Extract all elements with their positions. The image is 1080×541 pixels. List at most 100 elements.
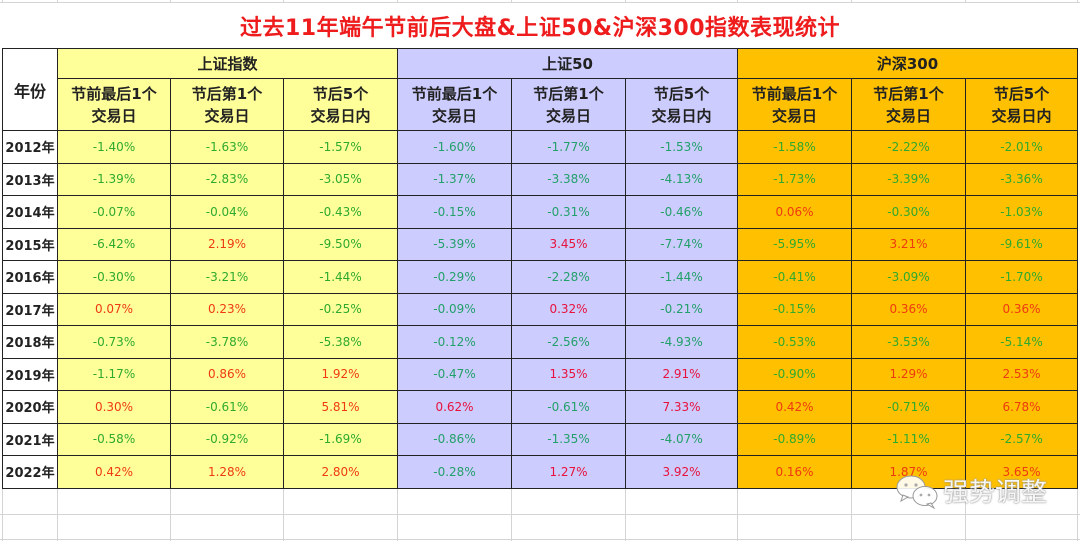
value-cell-csi300-post-holiday-5-days[interactable]: -3.36%: [965, 162, 1078, 196]
value-cell-sse50-post-holiday-5-days[interactable]: -4.93%: [625, 325, 738, 359]
value-cell-csi300-post-holiday-5-days[interactable]: -9.61%: [965, 227, 1078, 261]
value-cell-csi300-post-holiday-first-day[interactable]: -1.11%: [851, 422, 966, 456]
value-cell-sse50-post-holiday-5-days[interactable]: 3.92%: [625, 455, 738, 489]
value-cell-sse50-post-holiday-first-day[interactable]: 3.45%: [511, 227, 626, 261]
value-cell-shanghai-composite-post-holiday-first-day[interactable]: -3.21%: [170, 260, 284, 294]
value-cell-sse50-post-holiday-5-days[interactable]: -1.44%: [625, 260, 738, 294]
value-cell-shanghai-composite-post-holiday-first-day[interactable]: -0.04%: [170, 195, 284, 229]
year-cell[interactable]: 2013年: [2, 162, 58, 196]
value-cell-sse50-pre-holiday-last-day[interactable]: 0.62%: [397, 390, 512, 424]
value-cell-sse50-post-holiday-first-day[interactable]: -0.31%: [511, 195, 626, 229]
value-cell-csi300-post-holiday-first-day[interactable]: -3.53%: [851, 325, 966, 359]
value-cell-shanghai-composite-post-holiday-5-days[interactable]: -1.57%: [283, 130, 398, 164]
value-cell-csi300-pre-holiday-last-day[interactable]: -0.15%: [737, 292, 852, 326]
value-cell-csi300-pre-holiday-last-day[interactable]: 0.06%: [737, 195, 852, 229]
value-cell-shanghai-composite-pre-holiday-last-day[interactable]: -1.17%: [57, 357, 171, 391]
value-cell-csi300-post-holiday-first-day[interactable]: 3.21%: [851, 227, 966, 261]
value-cell-shanghai-composite-pre-holiday-last-day[interactable]: -0.58%: [57, 422, 171, 456]
value-cell-csi300-post-holiday-first-day[interactable]: -2.22%: [851, 130, 966, 164]
value-cell-shanghai-composite-post-holiday-first-day[interactable]: -0.92%: [170, 422, 284, 456]
group-header-sse50[interactable]: 上证50: [397, 48, 738, 79]
value-cell-csi300-post-holiday-5-days[interactable]: -1.70%: [965, 260, 1078, 294]
value-cell-shanghai-composite-pre-holiday-last-day[interactable]: 0.07%: [57, 292, 171, 326]
value-cell-csi300-post-holiday-5-days[interactable]: -2.01%: [965, 130, 1078, 164]
value-cell-shanghai-composite-post-holiday-5-days[interactable]: 2.80%: [283, 455, 398, 489]
year-cell[interactable]: 2016年: [2, 260, 58, 294]
value-cell-csi300-pre-holiday-last-day[interactable]: -1.73%: [737, 162, 852, 196]
value-cell-shanghai-composite-post-holiday-first-day[interactable]: 2.19%: [170, 227, 284, 261]
value-cell-shanghai-composite-pre-holiday-last-day[interactable]: -0.30%: [57, 260, 171, 294]
value-cell-csi300-post-holiday-5-days[interactable]: 6.78%: [965, 390, 1078, 424]
group-header-shanghai-composite[interactable]: 上证指数: [57, 48, 398, 79]
column-header-csi300-pre-holiday-last-day[interactable]: 节前最后1个 交易日: [737, 78, 852, 131]
value-cell-shanghai-composite-pre-holiday-last-day[interactable]: 0.42%: [57, 455, 171, 489]
value-cell-sse50-pre-holiday-last-day[interactable]: -0.12%: [397, 325, 512, 359]
value-cell-sse50-post-holiday-first-day[interactable]: -0.61%: [511, 390, 626, 424]
value-cell-shanghai-composite-post-holiday-5-days[interactable]: -1.44%: [283, 260, 398, 294]
value-cell-shanghai-composite-post-holiday-5-days[interactable]: -5.38%: [283, 325, 398, 359]
value-cell-shanghai-composite-post-holiday-5-days[interactable]: -1.69%: [283, 422, 398, 456]
table-title[interactable]: 过去11年端午节前后大盘&上证50&沪深300指数表现统计: [2, 3, 1078, 49]
value-cell-csi300-pre-holiday-last-day[interactable]: -0.90%: [737, 357, 852, 391]
year-cell[interactable]: 2017年: [2, 292, 58, 326]
year-cell[interactable]: 2022年: [2, 455, 58, 489]
value-cell-shanghai-composite-pre-holiday-last-day[interactable]: 0.30%: [57, 390, 171, 424]
value-cell-csi300-post-holiday-5-days[interactable]: -5.14%: [965, 325, 1078, 359]
year-cell[interactable]: 2015年: [2, 227, 58, 261]
value-cell-csi300-post-holiday-5-days[interactable]: -1.03%: [965, 195, 1078, 229]
value-cell-csi300-pre-holiday-last-day[interactable]: -0.41%: [737, 260, 852, 294]
value-cell-sse50-post-holiday-first-day[interactable]: -2.56%: [511, 325, 626, 359]
value-cell-sse50-post-holiday-first-day[interactable]: 0.32%: [511, 292, 626, 326]
group-header-csi300[interactable]: 沪深300: [737, 48, 1078, 79]
column-header-shanghai-composite-post-holiday-first-day[interactable]: 节后第1个 交易日: [170, 78, 284, 131]
value-cell-shanghai-composite-post-holiday-first-day[interactable]: 0.23%: [170, 292, 284, 326]
value-cell-shanghai-composite-pre-holiday-last-day[interactable]: -0.73%: [57, 325, 171, 359]
column-header-csi300-post-holiday-first-day[interactable]: 节后第1个 交易日: [851, 78, 966, 131]
value-cell-sse50-post-holiday-5-days[interactable]: -4.07%: [625, 422, 738, 456]
value-cell-shanghai-composite-post-holiday-first-day[interactable]: -0.61%: [170, 390, 284, 424]
value-cell-sse50-post-holiday-5-days[interactable]: 2.91%: [625, 357, 738, 391]
year-cell[interactable]: 2020年: [2, 390, 58, 424]
value-cell-shanghai-composite-post-holiday-5-days[interactable]: 1.92%: [283, 357, 398, 391]
column-header-csi300-post-holiday-5-days[interactable]: 节后5个 交易日内: [965, 78, 1078, 131]
value-cell-csi300-post-holiday-first-day[interactable]: -3.39%: [851, 162, 966, 196]
value-cell-csi300-post-holiday-5-days[interactable]: 2.53%: [965, 357, 1078, 391]
year-cell[interactable]: 2012年: [2, 130, 58, 164]
year-cell[interactable]: 2021年: [2, 422, 58, 456]
value-cell-csi300-post-holiday-5-days[interactable]: 0.36%: [965, 292, 1078, 326]
value-cell-shanghai-composite-pre-holiday-last-day[interactable]: -1.39%: [57, 162, 171, 196]
value-cell-shanghai-composite-pre-holiday-last-day[interactable]: -6.42%: [57, 227, 171, 261]
value-cell-csi300-pre-holiday-last-day[interactable]: 0.42%: [737, 390, 852, 424]
value-cell-csi300-post-holiday-first-day[interactable]: -0.71%: [851, 390, 966, 424]
value-cell-csi300-post-holiday-first-day[interactable]: 1.29%: [851, 357, 966, 391]
value-cell-sse50-pre-holiday-last-day[interactable]: -0.86%: [397, 422, 512, 456]
year-column-header[interactable]: 年份: [2, 48, 58, 131]
value-cell-sse50-post-holiday-5-days[interactable]: -4.13%: [625, 162, 738, 196]
column-header-sse50-pre-holiday-last-day[interactable]: 节前最后1个 交易日: [397, 78, 512, 131]
value-cell-shanghai-composite-post-holiday-5-days[interactable]: -9.50%: [283, 227, 398, 261]
value-cell-sse50-post-holiday-5-days[interactable]: 7.33%: [625, 390, 738, 424]
value-cell-csi300-post-holiday-first-day[interactable]: -0.30%: [851, 195, 966, 229]
value-cell-shanghai-composite-post-holiday-first-day[interactable]: -2.83%: [170, 162, 284, 196]
value-cell-shanghai-composite-post-holiday-first-day[interactable]: 1.28%: [170, 455, 284, 489]
value-cell-csi300-pre-holiday-last-day[interactable]: -5.95%: [737, 227, 852, 261]
value-cell-sse50-post-holiday-first-day[interactable]: 1.27%: [511, 455, 626, 489]
value-cell-sse50-pre-holiday-last-day[interactable]: -0.09%: [397, 292, 512, 326]
value-cell-sse50-post-holiday-first-day[interactable]: -2.28%: [511, 260, 626, 294]
value-cell-sse50-post-holiday-first-day[interactable]: -1.77%: [511, 130, 626, 164]
value-cell-csi300-post-holiday-5-days[interactable]: -2.57%: [965, 422, 1078, 456]
value-cell-sse50-post-holiday-first-day[interactable]: -3.38%: [511, 162, 626, 196]
value-cell-shanghai-composite-pre-holiday-last-day[interactable]: -0.07%: [57, 195, 171, 229]
value-cell-shanghai-composite-post-holiday-first-day[interactable]: -1.63%: [170, 130, 284, 164]
value-cell-sse50-pre-holiday-last-day[interactable]: -1.37%: [397, 162, 512, 196]
value-cell-sse50-post-holiday-5-days[interactable]: -7.74%: [625, 227, 738, 261]
value-cell-sse50-pre-holiday-last-day[interactable]: -5.39%: [397, 227, 512, 261]
year-cell[interactable]: 2018年: [2, 325, 58, 359]
value-cell-sse50-post-holiday-first-day[interactable]: -1.35%: [511, 422, 626, 456]
value-cell-sse50-post-holiday-5-days[interactable]: -0.46%: [625, 195, 738, 229]
value-cell-shanghai-composite-post-holiday-5-days[interactable]: -0.25%: [283, 292, 398, 326]
value-cell-sse50-post-holiday-5-days[interactable]: -1.53%: [625, 130, 738, 164]
year-cell[interactable]: 2014年: [2, 195, 58, 229]
value-cell-sse50-post-holiday-first-day[interactable]: 1.35%: [511, 357, 626, 391]
value-cell-csi300-post-holiday-first-day[interactable]: -3.09%: [851, 260, 966, 294]
